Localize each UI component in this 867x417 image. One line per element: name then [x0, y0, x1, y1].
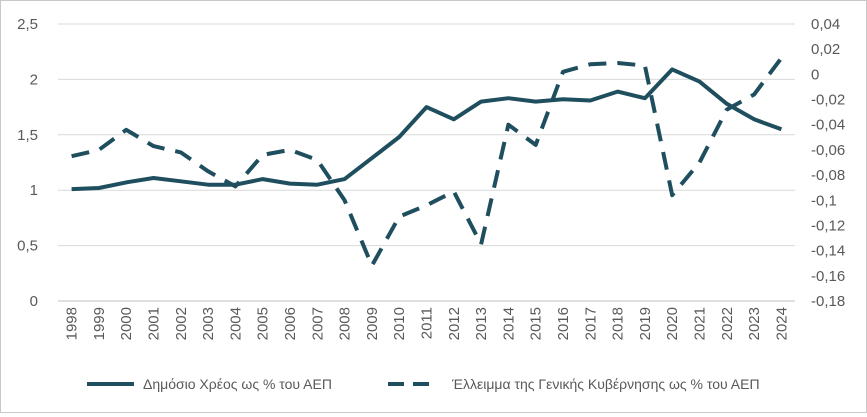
- x-tick-label: 2015: [528, 307, 545, 340]
- debt-line: [71, 67, 783, 192]
- right-tick-label: -0,12: [811, 217, 845, 234]
- right-tick-label: 0: [811, 66, 819, 83]
- right-tick-label: -0,14: [811, 243, 845, 260]
- x-tick-label: 2003: [200, 307, 217, 340]
- left-tick-label: 0,5: [17, 238, 38, 255]
- right-tick-label: -0,18: [811, 293, 845, 310]
- x-tick-label: 2004: [227, 307, 244, 340]
- x-tick-label: 2024: [773, 307, 790, 340]
- series-lines: [71, 56, 784, 268]
- right-tick-label: 0,04: [811, 16, 840, 33]
- legend-deficit-label: Έλλειμμα της Γενικής Κυβέρνησης ως % του…: [451, 376, 760, 392]
- x-tick-label: 1998: [64, 307, 81, 340]
- deficit-line: [71, 56, 784, 268]
- x-tick-label: 2014: [500, 307, 517, 340]
- right-tick-label: -0,06: [811, 142, 845, 159]
- x-tick-label: 2011: [419, 307, 436, 339]
- right-tick-label: -0,08: [811, 167, 845, 184]
- x-tick-label: 2008: [337, 307, 354, 340]
- x-tick-label: 2006: [282, 307, 299, 340]
- x-tick-label: 2013: [473, 307, 490, 340]
- right-tick-label: 0,02: [811, 41, 840, 58]
- right-tick-label: -0,02: [811, 92, 845, 109]
- x-tick-label: 2007: [309, 307, 326, 340]
- x-tick-label: 2005: [255, 307, 272, 340]
- x-tick-label: 2002: [173, 307, 190, 340]
- x-tick-label: 2012: [446, 307, 463, 340]
- right-tick-label: -0,16: [811, 268, 845, 285]
- x-tick-label: 2018: [610, 307, 627, 340]
- legend-debt-label: Δημόσιο Χρέος ως % του ΑΕΠ: [143, 376, 332, 392]
- x-tick-label: 2000: [118, 307, 135, 340]
- x-tick-label: 2016: [555, 307, 572, 340]
- left-tick-label: 1,5: [17, 127, 38, 144]
- x-tick-label: 2010: [391, 307, 408, 340]
- x-tick-label: 2019: [637, 307, 654, 340]
- x-tick-label: 2023: [746, 307, 763, 340]
- x-tick-label: 2001: [146, 307, 163, 340]
- right-tick-label: -0,04: [811, 117, 845, 134]
- left-axis-ticks: 0 0,5 1 1,5 2 2,5: [17, 16, 38, 310]
- left-tick-label: 0: [30, 293, 38, 310]
- right-axis-ticks: 0,04 0,02 0 -0,02 -0,04 -0,06 -0,08 -0,1 -0,12 -0…: [811, 16, 845, 310]
- left-tick-label: 2,5: [17, 16, 38, 33]
- legend: Δημόσιο Χρέος ως % του ΑΕΠ Έλλειμμα της Γ…: [87, 376, 760, 392]
- x-tick-label: 2009: [364, 307, 381, 340]
- x-tick-label: 1999: [91, 307, 108, 340]
- x-tick-label: 2020: [664, 307, 681, 340]
- x-tick-label: 2022: [719, 307, 736, 340]
- right-tick-label: -0,1: [811, 192, 837, 209]
- gridlines: [58, 23, 795, 247]
- x-axis-ticks: 1998 1999 2000 2001 2002 2003 2004 2005 2006 2007…: [64, 307, 791, 340]
- x-tick-label: 2021: [691, 307, 708, 340]
- x-tick-label: 2017: [582, 307, 599, 340]
- left-tick-label: 1: [30, 182, 38, 199]
- left-tick-label: 2: [30, 71, 38, 88]
